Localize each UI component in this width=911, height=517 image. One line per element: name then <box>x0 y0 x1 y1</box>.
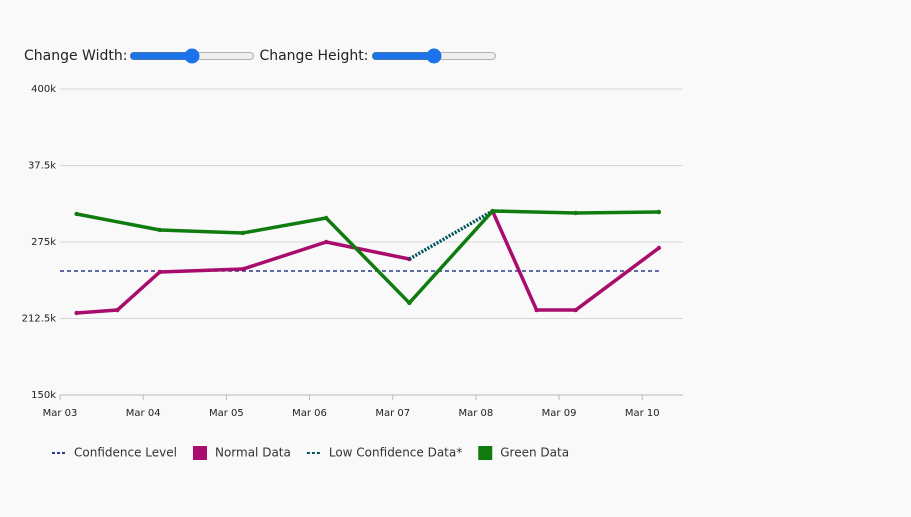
width-slider[interactable] <box>129 48 256 64</box>
point <box>240 266 246 272</box>
x-tick-label: Mar 03 <box>43 408 78 419</box>
height-label: Change Height: <box>259 48 369 64</box>
legend-label: Normal Data <box>215 446 291 460</box>
legend-swatch <box>478 446 493 460</box>
y-tick-label: 37.5k <box>28 161 56 172</box>
series-line <box>76 209 659 305</box>
point <box>573 210 578 216</box>
legend-swatch <box>192 446 207 460</box>
legend-label: Green Data <box>500 446 569 460</box>
x-tick-label: Mar 08 <box>458 408 493 419</box>
x-tick-label: Mar 05 <box>209 408 244 419</box>
point <box>74 211 79 217</box>
series-line <box>408 209 494 261</box>
y-tick-label: 275k <box>31 237 56 248</box>
x-tick-label: Mar 06 <box>292 408 327 419</box>
width-label: Change Width: <box>24 48 128 64</box>
point <box>157 227 163 233</box>
series-line <box>76 210 660 315</box>
point <box>323 215 329 221</box>
controls: Change Width: Change Height: <box>24 48 501 64</box>
legend-label: Low Confidence Data* <box>329 446 462 460</box>
x-tick-label: Mar 10 <box>625 408 660 419</box>
legend-label: Confidence Level <box>74 446 177 460</box>
y-tick-label: 400k <box>31 84 56 95</box>
point <box>115 307 120 313</box>
x-tick-label: Mar 09 <box>542 408 577 419</box>
x-tick-label: Mar 04 <box>126 408 161 419</box>
point <box>323 239 329 245</box>
point <box>656 245 662 251</box>
point <box>656 209 662 215</box>
y-tick-label: 212.5k <box>22 314 57 325</box>
point <box>157 269 163 275</box>
point <box>407 300 412 306</box>
point <box>573 307 578 313</box>
point <box>74 310 79 316</box>
point <box>240 230 246 236</box>
point <box>534 307 539 313</box>
point <box>490 208 495 214</box>
height-slider[interactable] <box>370 48 497 64</box>
y-tick-label: 150k <box>31 390 56 401</box>
x-tick-label: Mar 07 <box>375 408 410 419</box>
